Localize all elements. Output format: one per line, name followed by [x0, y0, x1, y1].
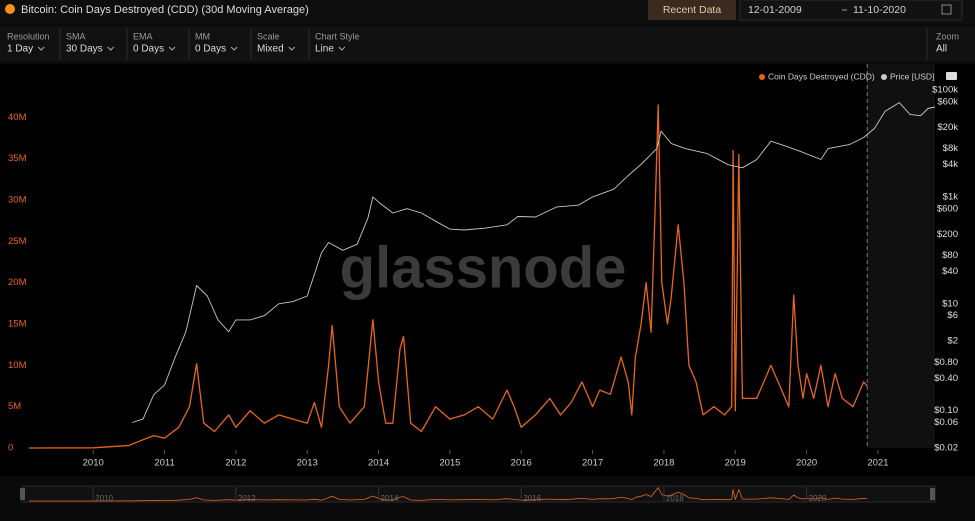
navigator-tick-label: 2012 [238, 494, 256, 503]
y-tick-label: 30M [8, 194, 27, 205]
legend-marker [881, 74, 887, 80]
series-line [132, 102, 936, 423]
watermark: glassnode [340, 235, 627, 300]
camera-icon[interactable] [946, 72, 957, 80]
legend-label[interactable]: Price [USD] [890, 71, 934, 81]
navigator-tick-label: 2016 [523, 494, 541, 503]
toolbar-label: SMA [66, 31, 86, 41]
y2-tick-label: $6 [947, 310, 958, 321]
y2-tick-label: $40 [942, 266, 958, 277]
toolbar-label: Resolution [7, 31, 50, 41]
y2-tick-label: $0.06 [934, 417, 958, 428]
y2-tick-label: $8k [943, 143, 959, 154]
navigator-tick-label: 2010 [95, 494, 113, 503]
toolbar-value[interactable]: 1 Day [7, 44, 33, 55]
date-from[interactable]: 12-01-2009 [748, 4, 802, 16]
x-tick-label: 2013 [297, 458, 318, 469]
y2-tick-label: $0.02 [934, 443, 958, 454]
navigator-tick-label: 2018 [666, 494, 684, 503]
dropdown-caret [168, 46, 176, 51]
x-tick-label: 2012 [225, 458, 246, 469]
dropdown-caret [338, 46, 346, 51]
y-tick-label: 40M [8, 112, 27, 123]
recent-data-label[interactable]: Recent Data [663, 4, 722, 16]
y2-tick-label: $100k [932, 85, 958, 96]
navigator-content: 2010 2012 2014 2016 2018 2020 [29, 487, 868, 503]
x-tick-label: 2014 [368, 458, 389, 469]
toolbar-value[interactable]: Mixed [257, 44, 284, 55]
coin-icon [5, 4, 15, 14]
navigator-handle-left[interactable] [20, 488, 25, 500]
zoom-value[interactable]: All [936, 44, 947, 55]
x-tick-label: 2017 [582, 458, 603, 469]
y-tick-label: 10M [8, 360, 27, 371]
future-shade [867, 64, 935, 448]
toolbar-label: Chart Style [315, 31, 360, 41]
y-tick-label: 20M [8, 277, 27, 288]
x-tick-label: 2020 [796, 458, 817, 469]
toolbar-value[interactable]: 0 Days [195, 44, 226, 55]
dropdown-caret [107, 46, 115, 51]
y2-tick-label: $4k [943, 159, 959, 170]
y2-tick-label: $1k [943, 191, 959, 202]
legend-marker [759, 74, 765, 80]
toolbar-label: Scale [257, 31, 280, 41]
dropdown-caret [230, 46, 238, 51]
toolbar-label: EMA [133, 31, 153, 41]
x-tick-label: 2010 [83, 458, 104, 469]
x-tick-label: 2016 [511, 458, 532, 469]
chart: 0 5M 10M 15M 20M 25M 30M 35M 40M $0.02 $0.06$0.10 $… [8, 64, 958, 469]
plot-background [0, 64, 975, 476]
toolbar-label: MM [195, 31, 210, 41]
toolbar-value[interactable]: 30 Days [66, 44, 103, 55]
chart-title: Bitcoin: Coin Days Destroyed (CDD) (30d … [21, 4, 309, 16]
x-tick-label: 2019 [725, 458, 746, 469]
y-tick-label: 5M [8, 401, 21, 412]
navigator-handle-right[interactable] [930, 488, 935, 500]
y-tick-label: 0 [8, 443, 13, 454]
y2-tick-label: $0.80 [934, 357, 958, 368]
date-range[interactable] [739, 0, 963, 21]
date-to[interactable]: 11-10-2020 [853, 4, 906, 16]
x-tick-label: 2011 [154, 458, 174, 469]
y2-tick-label: $80 [942, 250, 958, 261]
zoom-label: Zoom [936, 31, 959, 41]
x-tick-label: 2021 [867, 458, 888, 469]
y-tick-label: 35M [8, 153, 27, 164]
x-tick-label: 2015 [439, 458, 460, 469]
y2-tick-label: $2 [947, 336, 958, 347]
y2-tick-label: $0.10 [934, 405, 958, 416]
dropdown-caret [37, 46, 45, 51]
series-line [28, 104, 868, 449]
y2-tick-label: $10 [942, 298, 958, 309]
y2-tick-label: $200 [937, 229, 958, 240]
toolbar [0, 26, 975, 62]
y-tick-label: 25M [8, 236, 27, 247]
calendar-icon[interactable] [941, 4, 952, 15]
y-tick-label: 15M [8, 318, 27, 329]
x-tick-label: 2018 [653, 458, 674, 469]
toolbar-items: Resolution 1 Day SMA 30 Days EMA 0 Days MM 0 Da… [7, 28, 360, 60]
navigator-tick-label: 2020 [809, 494, 827, 503]
toolbar-value[interactable]: Line [315, 44, 334, 55]
legend-label[interactable]: Coin Days Destroyed (CDD) [768, 71, 875, 81]
toolbar-value[interactable]: 0 Days [133, 44, 164, 55]
navigator-line [29, 487, 868, 502]
dropdown-caret [288, 46, 296, 51]
navigator-tick-label: 2014 [381, 494, 399, 503]
y2-tick-label: $600 [937, 203, 958, 214]
y2-tick-label: $0.40 [934, 373, 958, 384]
y2-tick-label: $60k [937, 96, 958, 107]
y2-tick-label: $20k [937, 122, 958, 133]
recent-data-button[interactable] [648, 0, 736, 20]
